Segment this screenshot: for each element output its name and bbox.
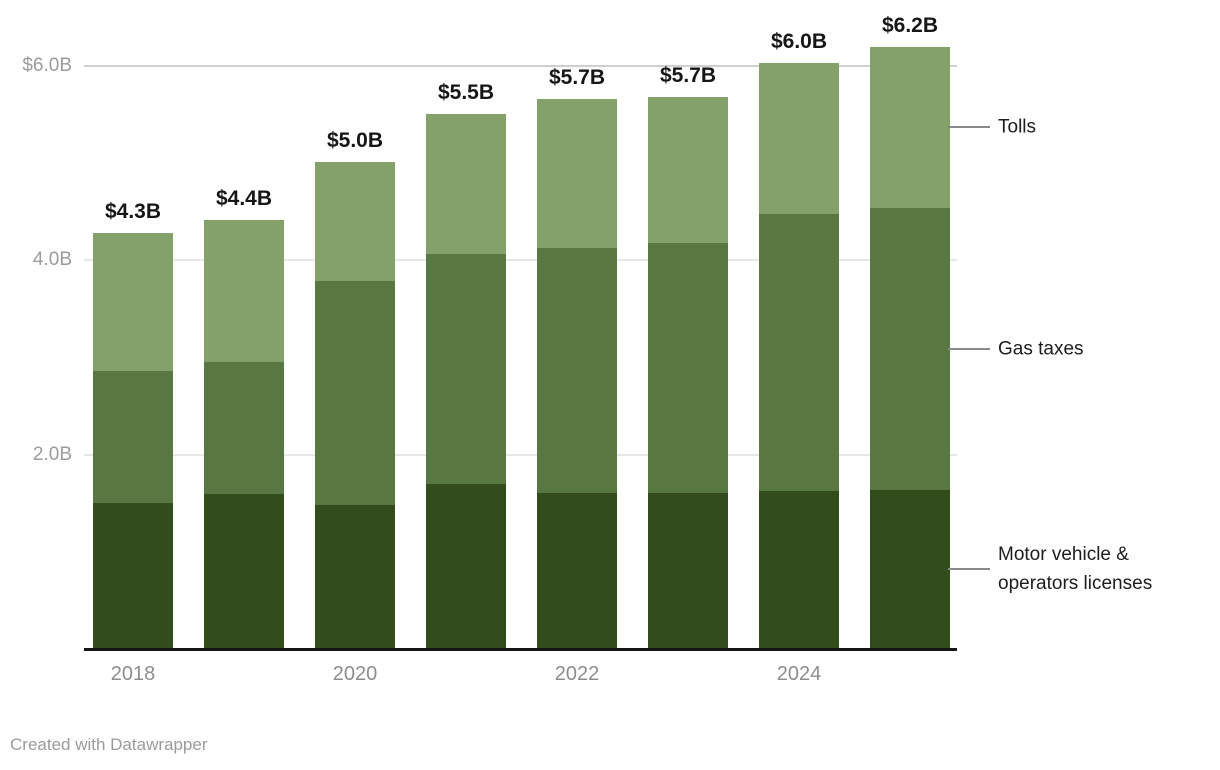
bar-segment-2018-tolls[interactable] [93, 233, 173, 372]
bar-2021 [426, 0, 506, 649]
series-label-text: Motor vehicle & operators licenses [998, 540, 1152, 598]
bar-total-label-2022: $5.7B [548, 66, 606, 90]
bar-segment-2019-gas-taxes[interactable] [204, 362, 284, 494]
bar-segment-2021-motor-vehicle-operators-licenses[interactable] [426, 483, 506, 649]
bar-segment-2021-tolls[interactable] [426, 113, 506, 254]
bar-total-label-2025: $6.2B [881, 13, 939, 37]
series-label-line: Motor vehicle & [998, 544, 1129, 566]
bar-2020 [315, 0, 395, 649]
bar-2024 [759, 0, 839, 649]
bar-total-label-2020: $5.0B [326, 129, 384, 153]
series-label-line: operators licenses [998, 573, 1153, 595]
bar-segment-2022-motor-vehicle-operators-licenses[interactable] [537, 492, 617, 649]
x-axis-tick-label: 2020 [332, 663, 378, 685]
bar-segment-2020-tolls[interactable] [315, 162, 395, 281]
bar-segment-2022-gas-taxes[interactable] [537, 247, 617, 493]
bar-segment-2023-tolls[interactable] [648, 97, 728, 243]
series-label-text: Gas taxes [998, 334, 1084, 363]
bar-segment-2024-gas-taxes[interactable] [759, 213, 839, 491]
x-axis-line [84, 648, 957, 651]
bar-2022 [537, 0, 617, 649]
bar-segment-2024-tolls[interactable] [759, 63, 839, 214]
x-axis-tick-label: 2024 [776, 663, 822, 685]
bar-segment-2018-motor-vehicle-operators-licenses[interactable] [93, 503, 173, 649]
series-label-line: Tolls [998, 116, 1037, 138]
bar-2025 [870, 0, 950, 649]
bar-segment-2025-motor-vehicle-operators-licenses[interactable] [870, 489, 950, 649]
bar-total-label-2023: $5.7B [659, 64, 717, 88]
bar-2019 [204, 0, 284, 649]
bar-total-label-2024: $6.0B [770, 30, 828, 54]
series-label-connector-line [948, 126, 990, 129]
bar-segment-2024-motor-vehicle-operators-licenses[interactable] [759, 490, 839, 649]
x-axis-tick-label: 2022 [554, 663, 600, 685]
bar-total-label-2018: $4.3B [104, 200, 162, 224]
x-axis-tick-label: 2018 [110, 663, 156, 685]
bar-total-label-2021: $5.5B [437, 80, 495, 104]
y-axis-tick-label: $6.0B [22, 54, 72, 76]
bar-segment-2019-tolls[interactable] [204, 219, 284, 363]
bar-2023 [648, 0, 728, 649]
bar-segment-2025-tolls[interactable] [870, 46, 950, 208]
series-label-text: Tolls [998, 113, 1036, 142]
bar-segment-2025-gas-taxes[interactable] [870, 207, 950, 490]
bar-segment-2021-gas-taxes[interactable] [426, 253, 506, 484]
bar-segment-2023-motor-vehicle-operators-licenses[interactable] [648, 492, 728, 649]
bar-segment-2018-gas-taxes[interactable] [93, 371, 173, 504]
series-label-connector-line [948, 568, 990, 571]
bar-segment-2023-gas-taxes[interactable] [648, 242, 728, 493]
bar-total-label-2019: $4.4B [215, 186, 273, 210]
bar-segment-2019-motor-vehicle-operators-licenses[interactable] [204, 493, 284, 649]
bar-2018 [93, 0, 173, 649]
bar-segment-2020-motor-vehicle-operators-licenses[interactable] [315, 505, 395, 649]
bar-segment-2022-tolls[interactable] [537, 99, 617, 248]
y-axis-tick-label: 2.0B [32, 443, 72, 465]
datawrapper-attribution-link[interactable]: Created with Datawrapper [10, 735, 208, 754]
series-label-connector-line [948, 347, 990, 350]
series-label-line: Gas taxes [998, 338, 1084, 360]
bar-segment-2020-gas-taxes[interactable] [315, 280, 395, 506]
y-axis-tick-label: 4.0B [32, 249, 72, 271]
